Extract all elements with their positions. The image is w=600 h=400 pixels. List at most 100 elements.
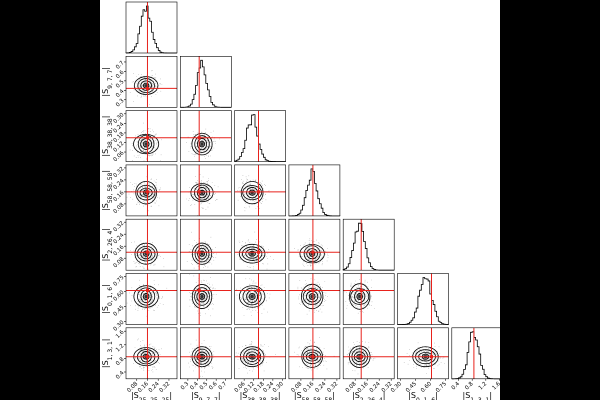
scatter-6-3 — [294, 337, 335, 371]
y-axis-label-1: |S9, 7, 7| — [101, 67, 114, 97]
contour-4-2-3 — [238, 243, 266, 264]
histogram-6 — [451, 331, 500, 380]
contour-4-0-2 — [136, 246, 156, 262]
y-axis-label-3: |S58, 58, 58| — [101, 170, 114, 211]
panel-frame-1-0 — [125, 55, 178, 108]
panel-frame-4-3 — [288, 218, 341, 271]
contour-5-1-3 — [191, 284, 213, 309]
density-peak-4-2 — [250, 252, 254, 256]
y-tick-label-6-3: 1.6 — [115, 329, 126, 340]
y-tick-label-4-1: 0.16 — [113, 244, 126, 257]
truth-marker-6-1 — [197, 355, 201, 359]
y-tick-label-3-2: 0.24 — [113, 178, 126, 191]
x-tick-label-1-1: 0.4 — [189, 381, 200, 392]
contour-5-2-2 — [242, 287, 262, 306]
x-tick-label-1-0: 0.3 — [180, 381, 191, 392]
contour-5-4-0 — [356, 293, 363, 300]
contour-2-1-3 — [191, 132, 213, 156]
y-tick-label-3-0: 0.08 — [113, 202, 126, 215]
x-tick-label-5-0: 0.30 — [390, 381, 403, 394]
panel-frame-6-4 — [342, 327, 395, 380]
contour-3-2-3 — [240, 181, 264, 205]
x-axis-label-2: |S38, 38, 38| — [240, 391, 281, 400]
contour-5-4-2 — [350, 288, 370, 305]
x-tick-label-6-0: 0.4 — [451, 381, 462, 392]
panel-frame-2-0 — [125, 110, 178, 162]
histogram-2 — [234, 114, 286, 162]
contour-5-0-2 — [137, 287, 156, 306]
scatter-4-1 — [186, 231, 217, 269]
contour-3-1-3 — [190, 183, 214, 203]
x-axis-label-3: |S58, 58, 58| — [294, 391, 335, 400]
truth-marker-1-0 — [145, 86, 149, 90]
x-axis-label-0: |S25, 25, 25| — [131, 391, 172, 400]
truth-marker-4-3 — [311, 250, 315, 254]
panel-frame-6-0 — [125, 327, 178, 380]
contour-5-3-2 — [302, 288, 322, 305]
x-axis-label-5: |S0, 1, 6| — [408, 391, 438, 400]
y-tick-label-1-3: 0.6 — [115, 69, 126, 80]
y-tick-label-6-2: 1.2 — [115, 343, 125, 353]
contour-4-1-3 — [191, 242, 213, 265]
panel-frame-5-5 — [397, 273, 449, 325]
contour-3-0-1 — [139, 187, 153, 198]
density-peak-5-1 — [200, 294, 204, 299]
y-tick-label-3-3: 0.32 — [113, 166, 126, 179]
panel-frame-4-2 — [234, 218, 286, 271]
truth-marker-6-3 — [311, 355, 315, 359]
contour-1-0-3 — [133, 76, 159, 95]
contour-3-1-2 — [194, 184, 211, 201]
y-tick-label-5-2: 0.60 — [113, 289, 126, 302]
panel-frame-5-3 — [288, 273, 341, 325]
panel-frame-6-2 — [234, 327, 286, 380]
x-axis-label-6: |S1, 3, 1| — [463, 391, 493, 400]
truth-marker-6-2 — [257, 355, 261, 359]
panel-frame-2-1 — [180, 110, 232, 162]
histogram-1 — [179, 59, 232, 108]
contour-5-3-3 — [300, 283, 324, 310]
truth-marker-4-2 — [257, 250, 261, 254]
density-peak-4-1 — [200, 252, 204, 256]
truth-marker-2-0 — [145, 136, 149, 140]
x-tick-label-4-2: 0.24 — [369, 381, 382, 394]
panel-frame-6-6 — [451, 327, 500, 380]
y-tick-label-6-1: 0.8 — [115, 356, 126, 367]
density-peak-2-0 — [144, 142, 148, 146]
contour-4-0-3 — [134, 242, 158, 265]
contour-4-3-2 — [303, 245, 321, 263]
panel-frame-3-3 — [288, 164, 341, 217]
y-tick-label-4-3: 0.32 — [113, 220, 126, 233]
panel-frame-4-0 — [125, 218, 178, 271]
truth-marker-5-2 — [257, 289, 261, 292]
histogram-0 — [125, 5, 177, 54]
contour-1-0-2 — [137, 78, 155, 93]
corner-plot-canvas: 0.3 0.4 0.5 0.6 0.7 0.06 0.12 0.18 0.24 0.30 0.08 0… — [100, 0, 500, 400]
y-axis-label-5: |S0, 1, 6| — [101, 284, 114, 314]
contour-5-2-0 — [248, 293, 256, 300]
panel-frame-6-5 — [397, 327, 449, 380]
x-axis-label-4: |S2, 26, 4| — [352, 391, 385, 400]
truth-marker-5-0 — [145, 289, 149, 292]
truth-marker-2-1 — [197, 136, 201, 140]
contour-2-1-2 — [194, 135, 210, 153]
contour-1-0-1 — [140, 80, 152, 91]
x-tick-label-0-2: 0.24 — [148, 381, 161, 394]
truth-marker-3-2 — [257, 190, 261, 194]
x-tick-label-6-1: 0.8 — [464, 381, 475, 392]
truth-marker-4-1 — [197, 250, 201, 254]
x-axis-label-1: |S9, 7, 7| — [191, 391, 221, 400]
x-tick-label-1-2: 0.5 — [199, 381, 210, 392]
panel-frame-2-2 — [234, 110, 286, 162]
panel-frame-3-2 — [234, 164, 286, 217]
corner-plot: 0.30.40.50.60.70.060.120.180.240.300.080… — [101, 1, 500, 400]
x-tick-label-6-2: 1.2 — [478, 381, 488, 391]
y-tick-label-4-0: 0.08 — [113, 256, 126, 269]
y-tick-label-6-0: 0.4 — [115, 370, 126, 381]
y-tick-label-5-3: 0.75 — [113, 274, 126, 287]
contour-2-0-3 — [133, 133, 160, 155]
y-tick-label-4-2: 0.24 — [113, 232, 126, 245]
truth-marker-3-1 — [197, 190, 201, 194]
contour-3-0-3 — [135, 180, 157, 205]
density-peak-5-4 — [358, 294, 362, 299]
panel-frame-1-1 — [180, 55, 232, 108]
